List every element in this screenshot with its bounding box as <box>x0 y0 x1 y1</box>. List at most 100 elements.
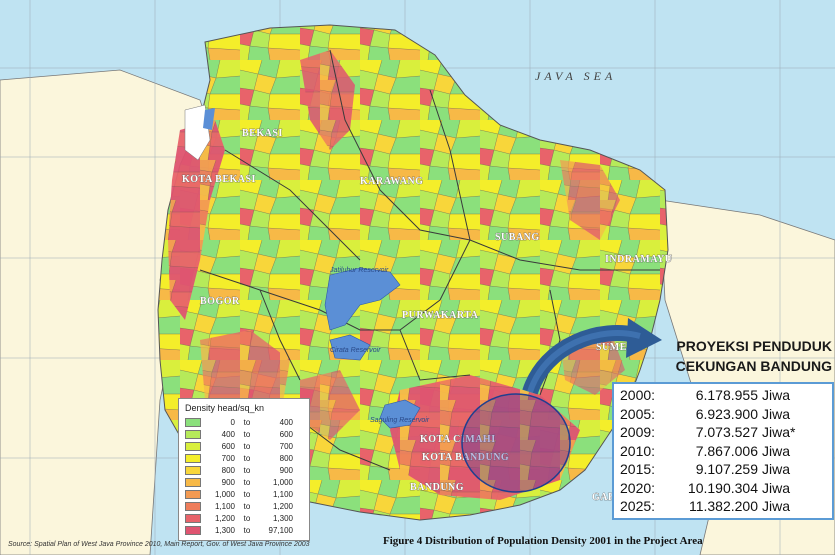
dense-zone-east <box>560 160 620 240</box>
reservoir-saguling <box>379 399 421 429</box>
projection-unit: Jiwa <box>762 498 791 514</box>
region-label-garut: GARUT <box>592 492 631 503</box>
region-label-kota-cimahi: KOTA CIMAHI <box>420 434 496 445</box>
projection-year: 2005: <box>620 405 656 422</box>
region-label-indramayu: INDRAMAYU <box>605 254 672 265</box>
projection-value: 7.867.006 <box>695 442 758 459</box>
legend-row: 0 to 400 <box>185 416 303 428</box>
projection-year: 2015: <box>620 461 656 477</box>
projection-value: 9.107.259 <box>695 461 758 477</box>
legend-from: 1,300 <box>214 525 235 535</box>
projection-value: 11.382.200 <box>688 498 758 514</box>
legend-to: 1,000 <box>272 477 293 487</box>
legend-to-word: to <box>243 477 251 487</box>
legend-swatch <box>185 477 201 487</box>
projection-value: 6.923.900 <box>695 405 758 422</box>
legend-swatch <box>185 501 201 511</box>
legend-to-word: to <box>243 525 251 535</box>
density-legend: Density head/sq_kn 0 to 400 400 to 600 600 to 70… <box>178 398 310 541</box>
legend-to-word: to <box>243 465 251 475</box>
projection-year: 2025: <box>620 498 656 514</box>
legend-to-word: to <box>243 417 251 427</box>
legend-to-word: to <box>243 489 251 499</box>
reservoir-label-cirata: Cirata Reservoir <box>330 347 381 354</box>
legend-from: 1,200 <box>214 513 235 523</box>
region-label-bandung: BANDUNG <box>410 482 464 493</box>
source-note: Source: Spatial Plan of West Java Provin… <box>8 541 310 548</box>
projection-title-line2: CEKUNGAN BANDUNG <box>675 358 832 374</box>
legend-row: 800 to 900 <box>185 464 303 476</box>
projection-year: 2020: <box>620 479 656 496</box>
legend-title: Density head/sq_kn <box>185 403 265 413</box>
legend-row: 700 to 800 <box>185 452 303 464</box>
dense-zone-north <box>300 50 355 150</box>
legend-from: 900 <box>221 477 235 487</box>
legend-to: 700 <box>279 441 293 451</box>
projection-row: 2005: 6.923.900 Jiwa <box>620 405 826 424</box>
projection-table: 2000: 6.178.955 Jiwa 2005: 6.923.900 Jiwa 2009… <box>612 382 834 520</box>
legend-from: 0 <box>230 417 235 427</box>
region-label-purwakarta: PURWAKARTA <box>402 310 479 321</box>
reservoir-cirata <box>329 334 371 361</box>
legend-row: 1,200 to 1,300 <box>185 512 303 524</box>
sea-label: JAVA SEA <box>535 69 616 83</box>
region-label-kota-bekasi: KOTA BEKASI <box>182 174 256 185</box>
legend-to-word: to <box>243 441 251 451</box>
legend-to: 600 <box>279 429 293 439</box>
projection-row: 2000: 6.178.955 Jiwa <box>620 386 826 405</box>
legend-from: 1,100 <box>214 501 235 511</box>
region-label-sumedang: SUMEDA <box>596 342 643 353</box>
region-label-kota-bandung: KOTA BANDUNG <box>422 452 509 463</box>
legend-swatch <box>185 525 201 535</box>
dense-zone-bandung <box>390 375 580 500</box>
legend-row: 900 to 1,000 <box>185 476 303 488</box>
legend-row: 600 to 700 <box>185 440 303 452</box>
legend-row: 400 to 600 <box>185 428 303 440</box>
dense-zone-cianjur <box>300 370 360 440</box>
projection-year: 2010: <box>620 442 656 459</box>
legend-from: 400 <box>221 429 235 439</box>
legend-to-word: to <box>243 501 251 511</box>
legend-to: 1,300 <box>272 513 293 523</box>
projection-value: 7.073.527 <box>695 424 758 440</box>
district-boundaries <box>199 49 660 471</box>
projection-unit: Jiwa <box>762 387 791 403</box>
region-label-bekasi: BEKASI <box>242 128 283 139</box>
bandung-basin-highlight <box>461 393 571 493</box>
projection-unit: Jiwa <box>762 479 791 496</box>
legend-swatch <box>185 417 201 427</box>
projection-row: 2020: 10.190.304 Jiwa <box>620 479 826 498</box>
reservoir-west <box>203 108 215 130</box>
legend-row: 1,300 to 97,100 <box>185 524 303 536</box>
legend-to: 900 <box>279 465 293 475</box>
region-label-subang: SUBANG <box>495 232 540 243</box>
projection-unit: Jiwa <box>762 405 791 422</box>
legend-from: 600 <box>221 441 235 451</box>
legend-swatch <box>185 489 201 499</box>
figure-caption: Figure 4 Distribution of Population Dens… <box>383 535 703 547</box>
projection-value: 10.190.304 <box>687 479 758 496</box>
legend-from: 700 <box>221 453 235 463</box>
legend-swatch <box>185 465 201 475</box>
region-label-bogor: BOGOR <box>200 296 240 307</box>
legend-to-word: to <box>243 429 251 439</box>
legend-swatch <box>185 513 201 523</box>
legend-to-word: to <box>243 453 251 463</box>
region-label-karawang: KARAWANG <box>360 176 423 187</box>
projection-row: 2025: 11.382.200 Jiwa <box>620 497 826 516</box>
projection-unit: Jiwa <box>762 461 791 477</box>
projection-unit: Jiwa* <box>762 424 796 440</box>
projection-value: 6.178.955 <box>695 387 758 403</box>
legend-from: 1,000 <box>214 489 235 499</box>
reservoir-label-saguling: Saguling Reservoir <box>370 417 430 424</box>
dense-zone-west <box>168 120 225 320</box>
legend-to: 800 <box>279 453 293 463</box>
reservoir-label-jatiluhur: Jatiluhur Reservoir <box>329 267 389 274</box>
projection-row: 2015: 9.107.259 Jiwa <box>620 460 826 479</box>
projection-year: 2000: <box>620 387 656 403</box>
legend-to-word: to <box>243 513 251 523</box>
projection-unit: Jiwa <box>762 442 791 459</box>
projection-row: 2010: 7.867.006 Jiwa <box>620 442 826 461</box>
projection-year: 2009: <box>620 424 656 440</box>
